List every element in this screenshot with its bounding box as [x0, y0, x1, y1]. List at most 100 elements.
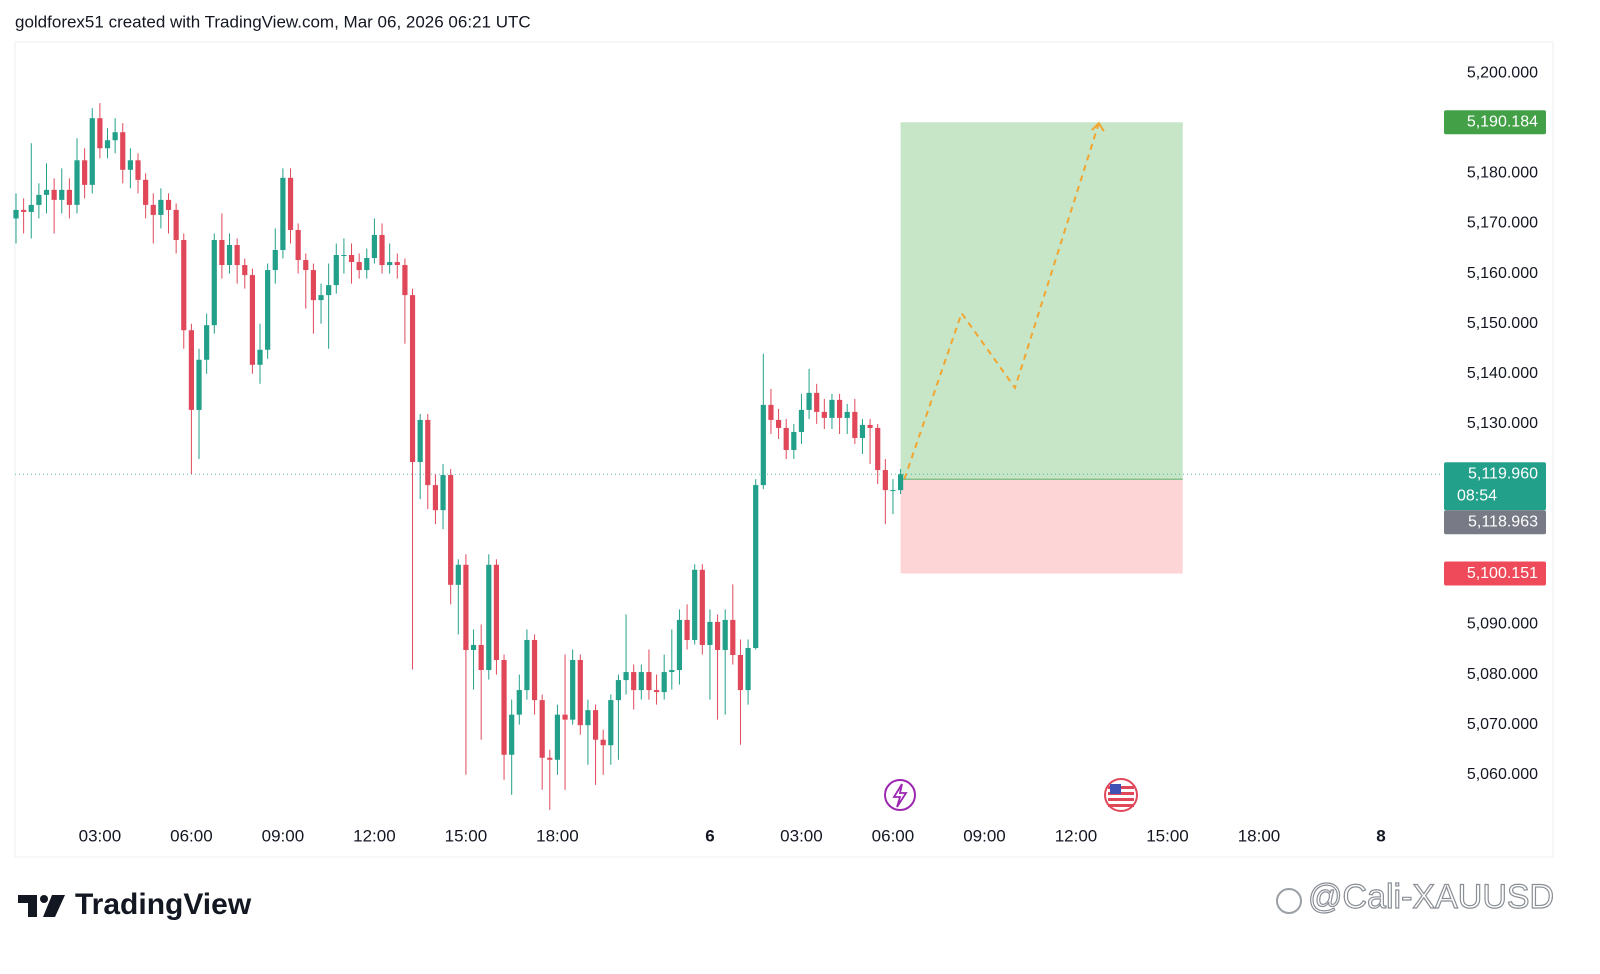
candle-body — [28, 204, 34, 212]
candle-body — [722, 619, 728, 650]
candle-body — [493, 564, 500, 661]
candle-body — [577, 660, 583, 726]
candle-body — [631, 672, 637, 691]
candle-body — [806, 392, 812, 410]
y-tick-label: 5,090.000 — [1467, 616, 1538, 633]
x-tick-label: 18:00 — [1238, 826, 1281, 845]
candle-body — [272, 250, 278, 271]
candle-body — [699, 569, 705, 645]
candle-body — [554, 714, 561, 760]
price-badge-label: 5,118.963 — [1468, 513, 1538, 530]
x-tick-label: 15:00 — [1146, 826, 1189, 845]
x-tick-label: 03:00 — [79, 826, 122, 845]
candle-body — [463, 564, 469, 650]
x-tick-label: 18:00 — [536, 826, 579, 845]
candle-body — [36, 194, 42, 205]
candle-body — [211, 239, 217, 326]
projection-arrowhead — [1091, 121, 1105, 132]
candle-body — [432, 485, 439, 511]
candle-body — [112, 132, 118, 141]
candle-body — [638, 672, 644, 691]
candle-body — [791, 431, 797, 451]
y-tick-label: 5,150.000 — [1467, 315, 1538, 332]
candle-body — [707, 621, 713, 645]
y-tick-label: 5,080.000 — [1467, 666, 1538, 683]
candle-body — [59, 189, 65, 200]
price-badge-label: 5,119.960 — [1468, 465, 1538, 482]
candle-body — [249, 275, 256, 365]
candle-body — [150, 204, 156, 215]
candles-layer — [13, 103, 904, 810]
candle-body — [417, 419, 423, 463]
candle-body — [104, 140, 111, 149]
candle-body — [326, 285, 332, 296]
x-tick-label: 09:00 — [262, 826, 305, 845]
header-text: goldforex51 created with TradingView.com… — [15, 12, 531, 31]
candle-body — [760, 404, 766, 486]
candle-body — [66, 189, 72, 205]
candle-body — [165, 199, 172, 210]
candle-body — [348, 255, 355, 263]
candle-body — [242, 265, 248, 276]
candle-body — [97, 118, 103, 149]
x-tick-label: 03:00 — [780, 826, 823, 845]
x-tick-label: 12:00 — [353, 826, 396, 845]
price-badge — [1444, 510, 1546, 535]
candle-body — [585, 710, 591, 726]
candle-body — [402, 265, 408, 296]
candle-body — [714, 621, 721, 650]
candle-body — [196, 359, 202, 410]
candle-body — [753, 485, 759, 648]
candle-body — [852, 411, 858, 438]
y-tick-label: 5,140.000 — [1467, 365, 1538, 382]
overlay-layer — [903, 121, 1105, 480]
logo-dot — [40, 895, 48, 903]
flag-stripe — [1108, 798, 1134, 801]
candle-body — [21, 209, 27, 212]
candle-body — [173, 209, 179, 240]
candle-body — [798, 409, 805, 432]
logo-mark — [18, 895, 37, 917]
chart-frame — [14, 41, 1554, 858]
candle-body — [486, 564, 492, 671]
candle-body — [318, 295, 324, 301]
candle-body — [623, 672, 629, 681]
candle-body — [562, 714, 568, 720]
candle-body — [821, 411, 827, 418]
y-tick-label: 5,070.000 — [1467, 716, 1538, 733]
us-event-icon[interactable] — [1104, 778, 1138, 812]
candle-body — [158, 199, 164, 215]
logo-mark — [43, 895, 65, 917]
candle-body — [531, 639, 538, 701]
flag-canton — [1110, 784, 1121, 794]
lightning — [892, 783, 908, 808]
candle-body — [295, 229, 301, 261]
candle-body — [653, 690, 660, 693]
x-tick-label: 06:00 — [170, 826, 213, 845]
candle-body — [181, 239, 187, 331]
event-icon[interactable] — [884, 779, 916, 811]
candle-body — [43, 189, 50, 195]
logo-text: TradingView — [75, 888, 252, 921]
candle-body — [684, 619, 690, 640]
candle-body — [265, 270, 271, 350]
candle-body — [737, 655, 744, 691]
price-badge-label: 5,190.184 — [1467, 113, 1538, 130]
candle-body — [592, 710, 599, 740]
candle-body — [775, 419, 782, 428]
profit-zone — [900, 122, 1183, 480]
y-tick-label: 5,130.000 — [1467, 415, 1538, 432]
candle-body — [768, 404, 774, 420]
candle-body — [669, 670, 675, 673]
candle-body — [234, 244, 240, 266]
candle-body — [51, 189, 57, 200]
event-circle — [884, 779, 916, 811]
candle-body — [425, 419, 431, 486]
countdown-label: 08:54 — [1457, 487, 1497, 504]
tradingview-logo[interactable]: TradingView — [18, 888, 252, 921]
candle-body — [226, 244, 233, 266]
candle-body — [539, 700, 545, 758]
candle-body — [280, 177, 286, 251]
